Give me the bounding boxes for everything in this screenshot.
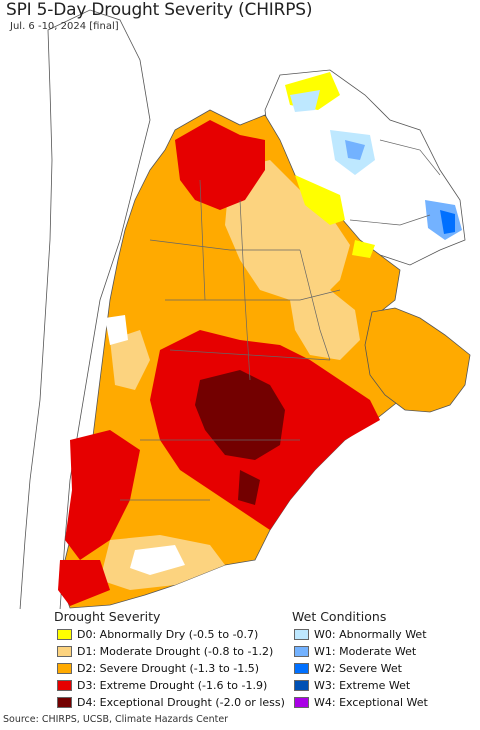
w3-swatch bbox=[294, 679, 309, 691]
d1-region-central bbox=[290, 290, 360, 360]
legend-item-d3: D3: Extreme Drought (-1.6 to -1.9) bbox=[57, 678, 267, 692]
uruguay-region bbox=[364, 307, 471, 413]
legend-item-w2: W2: Severe Wet bbox=[294, 661, 402, 675]
legend-item-d0: D0: Abnormally Dry (-0.5 to -0.7) bbox=[57, 627, 258, 641]
legend-item-d4: D4: Exceptional Drought (-2.0 or less) bbox=[57, 695, 285, 709]
d4-region-core bbox=[195, 370, 285, 460]
d0-swatch bbox=[57, 628, 72, 640]
wet-legend-title: Wet Conditions bbox=[292, 609, 387, 624]
w2-patch-far-east bbox=[440, 210, 455, 234]
d1-region-west bbox=[110, 330, 150, 390]
d3-region-north bbox=[175, 120, 265, 210]
d2-swatch bbox=[57, 662, 72, 674]
legend-item-w3: W3: Extreme Wet bbox=[294, 678, 410, 692]
legend-item-w1: W1: Moderate Wet bbox=[294, 644, 416, 658]
d0-patch-se bbox=[352, 240, 375, 258]
w2-swatch bbox=[294, 662, 309, 674]
w1-patch-east bbox=[345, 140, 365, 160]
no-drought-patch-south bbox=[130, 545, 185, 575]
d3-region-sw bbox=[65, 430, 140, 560]
legend-item-w4: W4: Exceptional Wet bbox=[294, 695, 428, 709]
map-subtitle: Jul. 6 -10, 2024 [final] bbox=[10, 21, 119, 32]
d3-region-sw2 bbox=[58, 560, 110, 606]
w1-swatch bbox=[294, 645, 309, 657]
d1-region-north bbox=[225, 160, 350, 300]
d3-swatch bbox=[57, 679, 72, 691]
legend-item-w0: W0: Abnormally Wet bbox=[294, 627, 427, 641]
no-drought-patch-west bbox=[105, 315, 128, 345]
d0-patch-east bbox=[295, 175, 345, 225]
w0-swatch bbox=[294, 628, 309, 640]
legend-item-d2: D2: Severe Drought (-1.3 to -1.5) bbox=[57, 661, 259, 675]
legend-item-d1: D1: Moderate Drought (-0.8 to -1.2) bbox=[57, 644, 273, 658]
chile-landmass bbox=[19, 9, 151, 610]
d4-swatch bbox=[57, 696, 72, 708]
d4-region-2 bbox=[238, 470, 260, 505]
legend: Drought Severity Wet Conditions D0: Abno… bbox=[0, 609, 480, 709]
boundaries bbox=[120, 139, 441, 501]
drought-map bbox=[19, 9, 471, 610]
w0-patch-north bbox=[290, 90, 320, 112]
w4-swatch bbox=[294, 696, 309, 708]
drought-legend-title: Drought Severity bbox=[54, 609, 161, 624]
source-credit: Source: CHIRPS, UCSB, Climate Hazards Ce… bbox=[3, 714, 229, 725]
map-title: SPI 5-Day Drought Severity (CHIRPS) bbox=[6, 0, 313, 20]
d1-swatch bbox=[57, 645, 72, 657]
